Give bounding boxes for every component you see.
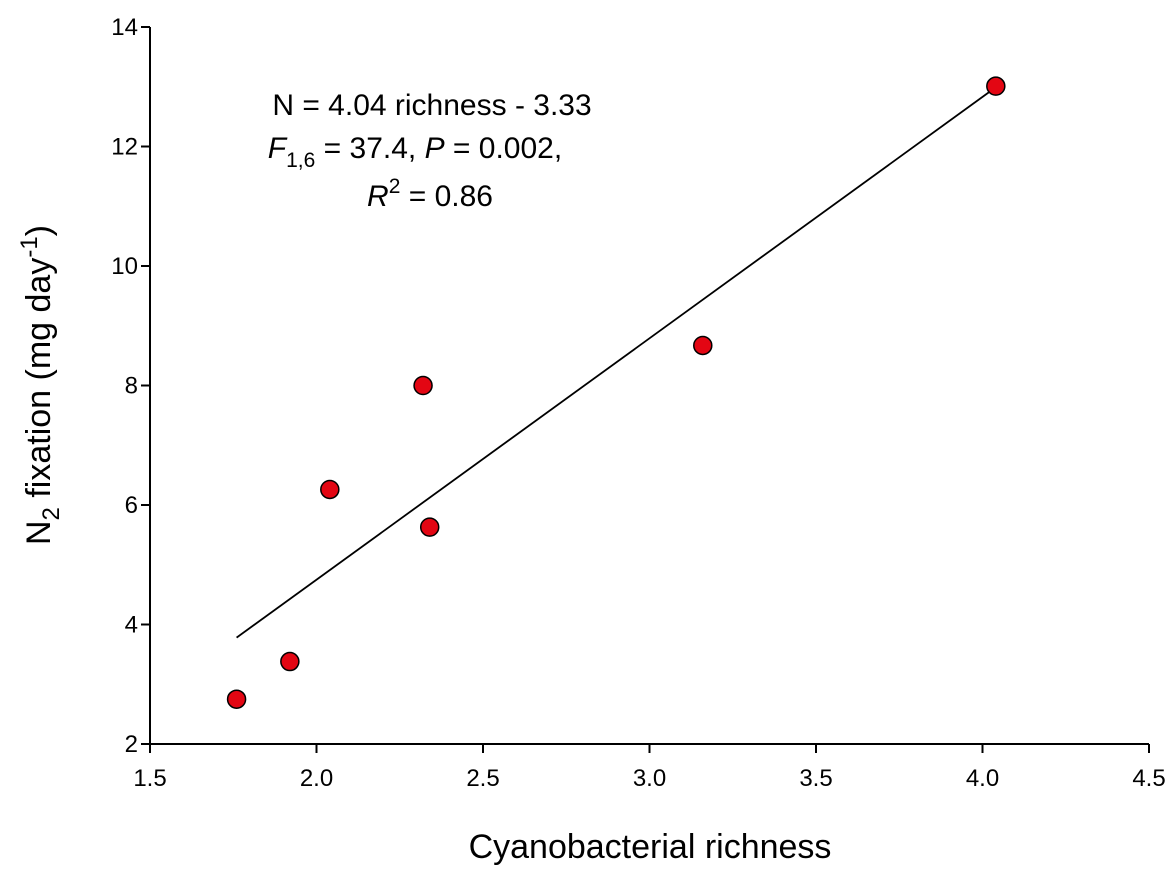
data-point	[320, 479, 340, 500]
x-tick-label: 3.5	[799, 765, 832, 792]
x-tick-label: 4.5	[1132, 765, 1165, 792]
y-tick-label: 2	[125, 731, 138, 758]
y-tick-label: 12	[111, 134, 138, 161]
regression-equation: N = 4.04 richness - 3.33	[272, 89, 591, 122]
y-tick-label: 6	[125, 492, 138, 519]
y-tick-label: 4	[125, 612, 138, 639]
x-tick-label: 2.0	[300, 765, 333, 792]
y-tick-label: 10	[111, 253, 138, 280]
data-point	[693, 335, 713, 356]
regression-line	[236, 86, 997, 639]
x-axis-title: Cyanobacterial richness	[469, 828, 832, 866]
y-ticks: 2 4 6 8 10 12 14	[111, 14, 150, 758]
axes	[149, 27, 1149, 745]
y-axis-title: N2 fixation (mg day-1)	[16, 225, 65, 545]
x-tick-label: 4.0	[966, 765, 999, 792]
y-tick-label: 14	[111, 14, 138, 41]
data-point	[986, 76, 1006, 96]
data-point	[413, 375, 433, 396]
data-point	[226, 689, 247, 709]
x-ticks: 1.5 2.0 2.5 3.0 3.5 4.0 4.5	[133, 744, 1166, 792]
data-point	[280, 651, 300, 672]
x-tick-label: 3.0	[633, 765, 666, 792]
y-tick-label: 8	[125, 373, 138, 400]
data-points	[226, 76, 1006, 709]
r-squared-text: R2 = 0.86	[367, 175, 493, 213]
data-point	[419, 517, 440, 537]
x-tick-label: 2.5	[466, 765, 499, 792]
x-tick-label: 1.5	[133, 765, 166, 792]
f-statistic-text: F1,6 = 37.4, P = 0.002,	[268, 132, 562, 172]
